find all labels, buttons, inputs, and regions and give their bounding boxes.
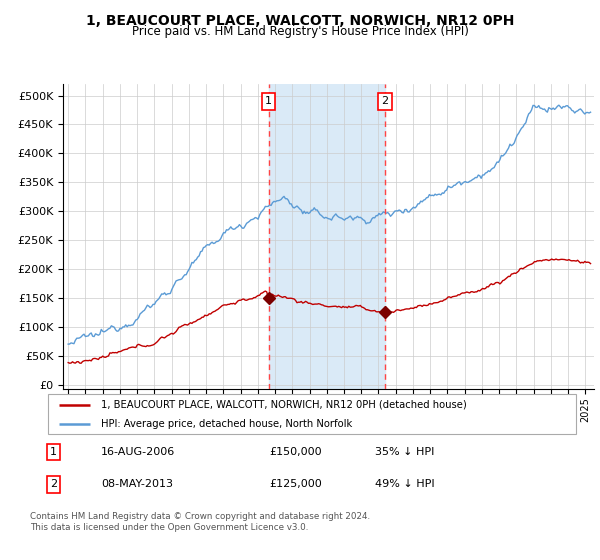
- Text: HPI: Average price, detached house, North Norfolk: HPI: Average price, detached house, Nort…: [101, 419, 352, 429]
- Text: £150,000: £150,000: [270, 447, 322, 457]
- Text: 2: 2: [50, 479, 57, 489]
- Text: 49% ↓ HPI: 49% ↓ HPI: [376, 479, 435, 489]
- Text: 35% ↓ HPI: 35% ↓ HPI: [376, 447, 435, 457]
- Text: 08-MAY-2013: 08-MAY-2013: [101, 479, 173, 489]
- Text: 2: 2: [382, 96, 388, 106]
- Text: 1, BEAUCOURT PLACE, WALCOTT, NORWICH, NR12 0PH (detached house): 1, BEAUCOURT PLACE, WALCOTT, NORWICH, NR…: [101, 400, 467, 410]
- Text: 1: 1: [50, 447, 57, 457]
- Bar: [269, 84, 385, 389]
- FancyBboxPatch shape: [48, 394, 576, 434]
- Text: 1: 1: [265, 96, 272, 106]
- Text: Contains HM Land Registry data © Crown copyright and database right 2024.
This d: Contains HM Land Registry data © Crown c…: [30, 512, 370, 532]
- Text: Price paid vs. HM Land Registry's House Price Index (HPI): Price paid vs. HM Land Registry's House …: [131, 25, 469, 38]
- Text: 1, BEAUCOURT PLACE, WALCOTT, NORWICH, NR12 0PH: 1, BEAUCOURT PLACE, WALCOTT, NORWICH, NR…: [86, 14, 514, 28]
- Text: 16-AUG-2006: 16-AUG-2006: [101, 447, 175, 457]
- Text: £125,000: £125,000: [270, 479, 323, 489]
